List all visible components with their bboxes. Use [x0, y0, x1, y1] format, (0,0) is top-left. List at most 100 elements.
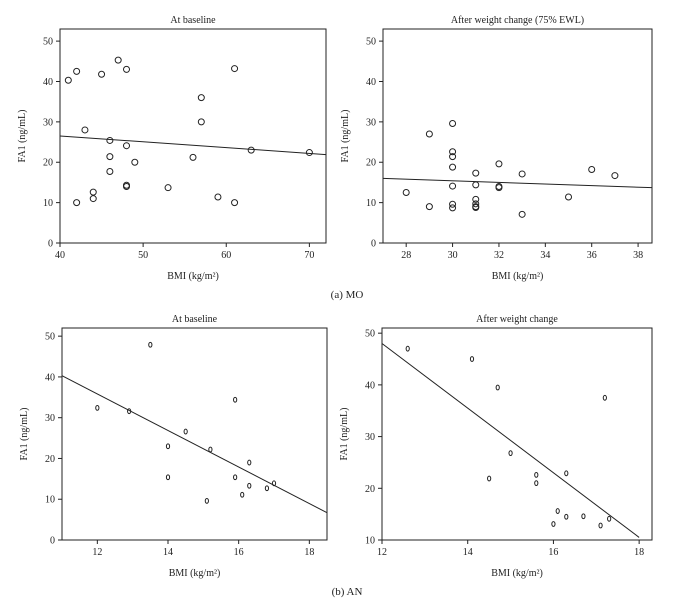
data-point	[197, 118, 205, 126]
data-point	[106, 153, 114, 161]
plot-frame	[381, 327, 653, 541]
x-axis-label: BMI (kg/m²)	[169, 568, 221, 579]
data-point	[449, 163, 457, 171]
y-tick-label: 20	[45, 454, 55, 465]
caption-an: (b) AN	[331, 586, 363, 598]
y-tick-label: 30	[365, 432, 375, 443]
y-tick-label: 40	[45, 372, 55, 383]
data-point	[165, 443, 171, 450]
data-point	[565, 193, 573, 201]
y-tick-label: 10	[365, 536, 375, 547]
data-point	[508, 450, 513, 457]
data-point	[231, 199, 239, 207]
data-point	[611, 172, 619, 180]
data-point	[602, 394, 607, 401]
regression-line	[61, 375, 328, 514]
y-axis-label: FA1 (ng/mL)	[19, 408, 30, 461]
x-tick-label: 14	[463, 547, 473, 558]
data-point	[518, 170, 526, 178]
data-point	[495, 184, 503, 192]
x-tick-label: 36	[587, 250, 597, 261]
data-point	[81, 126, 89, 134]
y-axis-label: FA1 (ng/mL)	[339, 408, 350, 461]
y-tick-label: 50	[365, 329, 375, 340]
chart-title: At baseline	[170, 15, 216, 26]
data-point	[598, 522, 603, 529]
data-point	[449, 200, 457, 208]
x-axis-label: BMI (kg/m²)	[491, 568, 543, 579]
data-point	[495, 384, 500, 391]
x-tick-label: 16	[548, 547, 558, 558]
y-tick-label: 30	[43, 117, 53, 128]
y-tick-label: 0	[48, 239, 53, 250]
data-point	[189, 153, 197, 161]
y-tick-label: 40	[365, 380, 375, 391]
chart-title: After weight change	[476, 314, 558, 325]
data-point	[247, 482, 252, 489]
y-tick-label: 10	[366, 198, 376, 209]
data-point	[164, 184, 172, 192]
chart-title: At baseline	[172, 314, 218, 325]
data-point	[231, 65, 239, 73]
data-point	[131, 158, 139, 166]
x-tick-label: 28	[401, 250, 411, 261]
data-point	[495, 160, 503, 168]
data-point	[183, 428, 188, 435]
data-point	[73, 199, 81, 207]
data-point	[214, 193, 222, 201]
y-tick-label: 10	[45, 495, 55, 506]
plot-frame	[61, 327, 328, 541]
data-point	[469, 356, 475, 362]
y-tick-label: 30	[45, 413, 55, 424]
chart-panel-2: After weight change (75% EWL) 28 30 32 34 36 3…	[340, 15, 653, 282]
x-tick-label: 18	[304, 547, 314, 558]
data-point	[106, 136, 114, 144]
chart-panel-4: After weight change 12 14 16 18 10 20 30 40 50 BMI…	[339, 314, 653, 579]
data-point	[240, 491, 245, 498]
data-point	[449, 204, 457, 212]
data-point	[472, 195, 480, 203]
data-point	[607, 515, 612, 522]
y-tick-label: 30	[366, 117, 376, 128]
y-tick-label: 10	[43, 198, 53, 209]
y-tick-label: 40	[43, 77, 53, 88]
data-point	[449, 153, 457, 161]
data-point	[472, 200, 480, 208]
data-point	[518, 210, 526, 218]
y-axis-label: FA1 (ng/mL)	[17, 110, 28, 163]
data-point	[564, 513, 569, 520]
data-point	[204, 497, 209, 504]
data-point	[233, 474, 238, 481]
data-point	[197, 94, 205, 102]
x-tick-label: 12	[92, 547, 102, 558]
x-tick-label: 18	[634, 547, 644, 558]
data-point	[305, 149, 313, 157]
data-point	[98, 70, 106, 78]
y-tick-label: 20	[365, 484, 375, 495]
data-point	[165, 474, 171, 481]
x-tick-label: 32	[494, 250, 504, 261]
data-point	[73, 67, 81, 75]
plot-frame	[382, 28, 653, 244]
data-point	[472, 169, 480, 177]
y-tick-label: 50	[366, 37, 376, 48]
y-tick-label: 20	[366, 158, 376, 169]
y-axis-label: FA1 (ng/mL)	[340, 110, 351, 163]
x-tick-label: 12	[377, 547, 387, 558]
data-point	[534, 471, 539, 478]
x-tick-label: 50	[138, 250, 148, 261]
data-point	[264, 485, 270, 492]
data-point	[472, 203, 480, 211]
data-point	[449, 182, 457, 190]
data-point	[588, 166, 596, 174]
x-tick-label: 70	[304, 250, 314, 261]
data-point	[402, 189, 410, 197]
data-point	[106, 168, 114, 176]
data-point	[564, 470, 569, 477]
data-point	[551, 521, 556, 527]
plot-frame	[59, 28, 327, 244]
data-point	[114, 56, 122, 64]
data-point	[555, 508, 560, 514]
data-point	[534, 480, 539, 487]
